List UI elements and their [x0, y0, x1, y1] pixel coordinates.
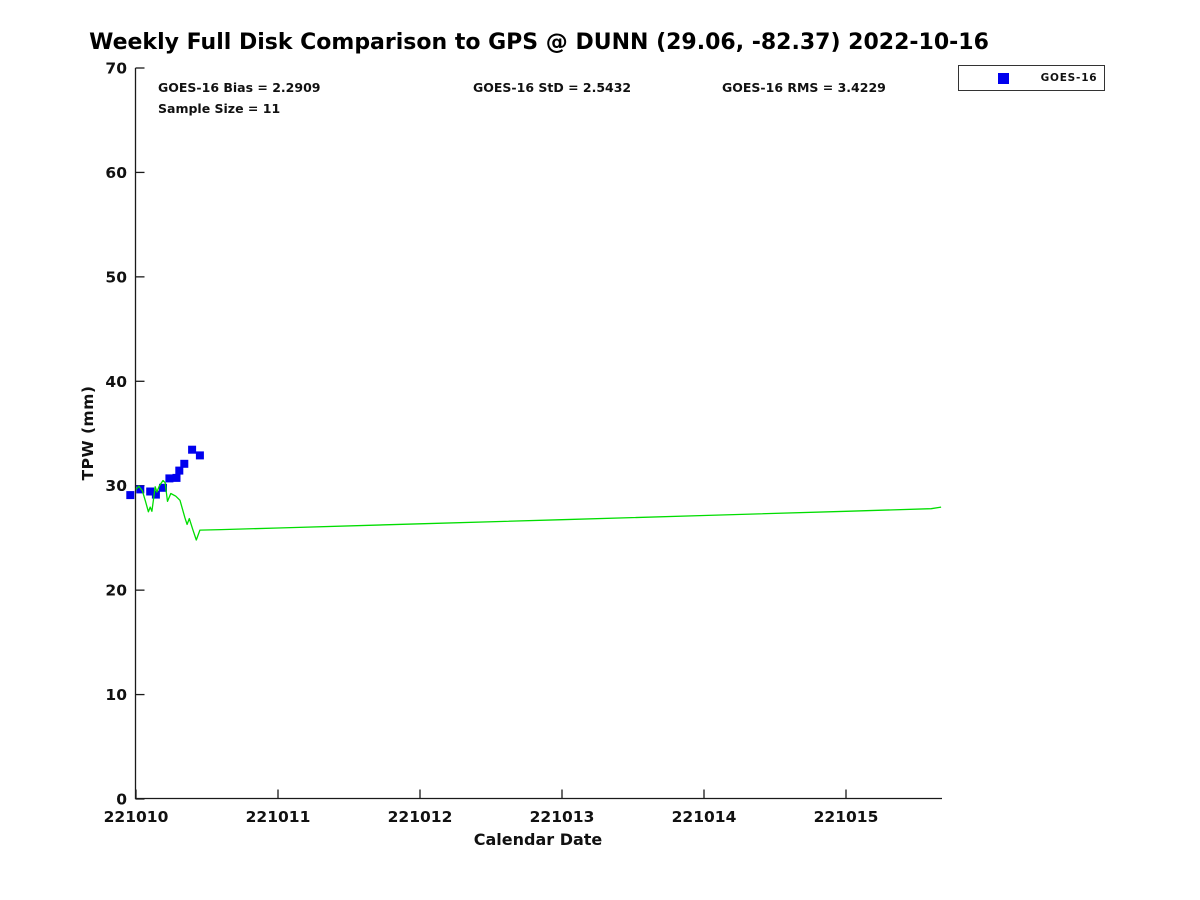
goes16-marker: [195, 451, 204, 460]
axis-frame: [134, 68, 942, 800]
goes16-marker: [151, 490, 160, 499]
y-tick-label: 40: [105, 373, 127, 391]
goes16-marker: [136, 485, 145, 494]
y-tick-label: 30: [105, 477, 127, 495]
green-line-series: [135, 479, 942, 541]
y-tick-label: 0: [116, 791, 127, 809]
legend: GOES-16: [958, 65, 1105, 91]
chart-title: Weekly Full Disk Comparison to GPS @ DUN…: [89, 30, 989, 55]
bias-annotation: GOES-16 Bias = 2.2909: [158, 80, 321, 95]
rms-annotation: GOES-16 RMS = 3.4229: [722, 80, 886, 95]
y-tick-label: 50: [105, 268, 127, 286]
std-annotation: GOES-16 StD = 2.5432: [473, 80, 632, 95]
x-tick-label: 221015: [814, 808, 879, 826]
x-tick-label: 221010: [104, 808, 169, 826]
y-tick-label: 60: [105, 164, 127, 182]
x-tick-label: 221013: [530, 808, 595, 826]
goes16-marker: [126, 491, 135, 500]
x-axis-label: Calendar Date: [473, 830, 603, 849]
sample-size-annotation: Sample Size = 11: [158, 101, 281, 116]
x-tick-label: 221014: [672, 808, 737, 826]
goes16-marker: [165, 474, 174, 483]
goes16-marker: [159, 483, 167, 492]
goes16-marker: [180, 459, 189, 468]
goes16-marker: [172, 473, 181, 482]
y-tick-label: 10: [105, 686, 127, 704]
goes16-legend-marker-icon: [998, 73, 1009, 84]
goes16-marker: [188, 445, 197, 454]
goes16-marker: [175, 466, 184, 475]
x-tick-label: 221011: [246, 808, 311, 826]
y-tick-label: 20: [105, 582, 127, 600]
goes16-marker: [146, 487, 155, 496]
y-tick-label: 70: [105, 60, 127, 78]
legend-label: GOES-16: [1040, 72, 1098, 84]
x-tick-label: 221012: [388, 808, 453, 826]
